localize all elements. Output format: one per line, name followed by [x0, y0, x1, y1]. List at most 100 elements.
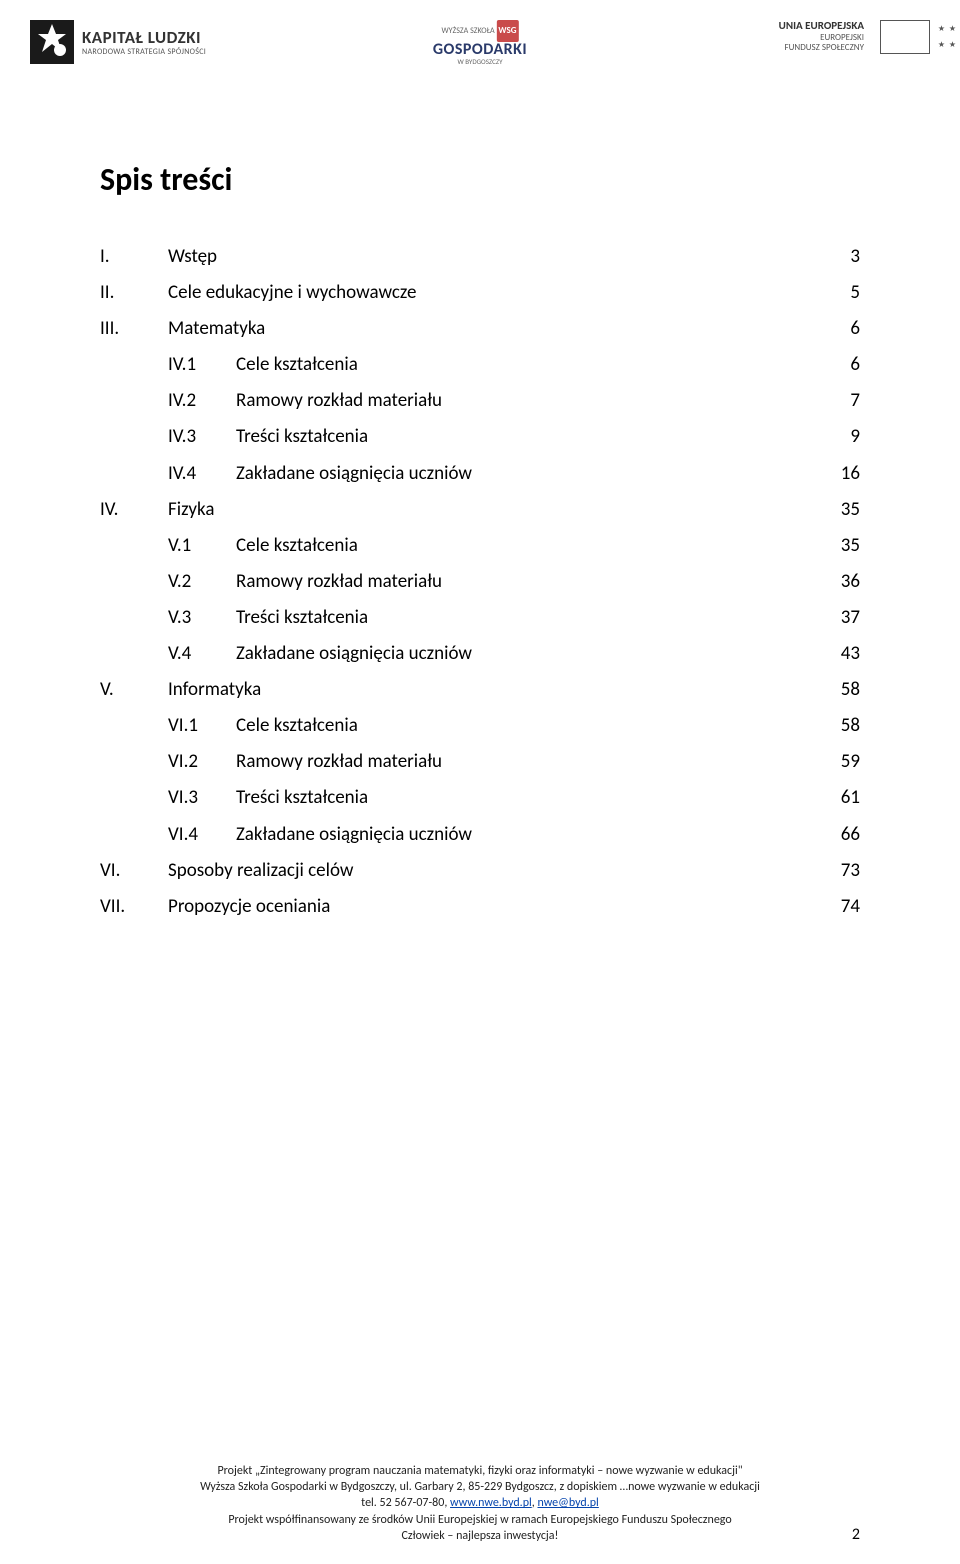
toc-row: V.Informatyka58	[100, 672, 860, 708]
toc-page: 3	[810, 239, 860, 275]
toc-label: Cele edukacyjne i wychowawcze	[168, 275, 810, 311]
toc-row: VI.4Zakładane osiągnięcia uczniów66	[100, 817, 860, 853]
toc-row: III.Matematyka6	[100, 311, 860, 347]
toc-num: IV.2	[168, 383, 236, 419]
toc-num: II.	[100, 275, 168, 311]
toc-label: Treści kształcenia	[236, 419, 810, 455]
toc-page: 6	[810, 311, 860, 347]
toc-row: V.3Treści kształcenia37	[100, 600, 860, 636]
toc-row: VI.Sposoby realizacji celów73	[100, 853, 860, 889]
toc-row: IV.Fizyka35	[100, 492, 860, 528]
toc-label: Informatyka	[168, 672, 810, 708]
toc-num: VI.3	[168, 780, 236, 816]
toc-num: III.	[100, 311, 168, 347]
table-of-contents: I.Wstęp3II.Cele edukacyjne i wychowawcze…	[100, 239, 860, 925]
footer-line-3: tel. 52 567-07-80, www.nwe.byd.pl, nwe@b…	[0, 1495, 960, 1511]
toc-num: IV.1	[168, 347, 236, 383]
toc-num: V.2	[168, 564, 236, 600]
toc-label: Propozycje oceniania	[168, 889, 810, 925]
footer-link-email[interactable]: nwe@byd.pl	[537, 1496, 598, 1510]
toc-num: VI.4	[168, 817, 236, 853]
toc-page: 6	[810, 347, 860, 383]
toc-num: VII.	[100, 889, 168, 925]
toc-row: IV.3Treści kształcenia9	[100, 419, 860, 455]
toc-num: V.1	[168, 528, 236, 564]
logo-wsg: WYŻSZA SZKOŁA WSG GOSPODARKI W BYDGOSZCZ…	[433, 20, 527, 65]
toc-page: 74	[810, 889, 860, 925]
toc-page: 66	[810, 817, 860, 853]
toc-row: VI.3Treści kształcenia61	[100, 780, 860, 816]
toc-row: V.2Ramowy rozkład materiału36	[100, 564, 860, 600]
logo-center-main: GOSPODARKI	[433, 42, 527, 58]
toc-row: I.Wstęp3	[100, 239, 860, 275]
footer-line-5: Człowiek – najlepsza inwestycja!	[0, 1528, 960, 1544]
toc-page: 35	[810, 492, 860, 528]
page-title: Spis treści	[100, 160, 860, 199]
toc-page: 59	[810, 744, 860, 780]
toc-label: Cele kształcenia	[236, 528, 810, 564]
toc-label: Ramowy rozkład materiału	[236, 383, 810, 419]
toc-row: II.Cele edukacyjne i wychowawcze5	[100, 275, 860, 311]
wsg-badge-icon: WSG	[496, 20, 518, 42]
page-header: KAPITAŁ LUDZKI NARODOWA STRATEGIA SPÓJNO…	[0, 0, 960, 100]
toc-num: I.	[100, 239, 168, 275]
toc-row: V.4Zakładane osiągnięcia uczniów43	[100, 636, 860, 672]
logo-left-title: KAPITAŁ LUDZKI	[82, 29, 206, 46]
toc-label: Wstęp	[168, 239, 810, 275]
toc-label: Sposoby realizacji celów	[168, 853, 810, 889]
toc-row: IV.1Cele kształcenia6	[100, 347, 860, 383]
toc-row: VII.Propozycje oceniania74	[100, 889, 860, 925]
toc-page: 58	[810, 672, 860, 708]
page-number: 2	[852, 1525, 860, 1544]
toc-num: IV.	[100, 492, 168, 528]
kapital-ludzki-icon	[30, 20, 74, 64]
footer-link-web[interactable]: www.nwe.byd.pl	[450, 1496, 532, 1510]
toc-label: Treści kształcenia	[236, 780, 810, 816]
toc-label: Ramowy rozkład materiału	[236, 744, 810, 780]
footer-line-4: Projekt współfinansowany ze środków Unii…	[0, 1512, 960, 1528]
toc-page: 7	[810, 383, 860, 419]
toc-row: VI.1Cele kształcenia58	[100, 708, 860, 744]
footer-line-1: Projekt „Zintegrowany program nauczania …	[0, 1463, 960, 1479]
toc-page: 37	[810, 600, 860, 636]
toc-row: IV.4Zakładane osiągnięcia uczniów16	[100, 456, 860, 492]
toc-num: V.	[100, 672, 168, 708]
page-content: Spis treści I.Wstęp3II.Cele edukacyjne i…	[0, 100, 960, 925]
logo-center-bottom: W BYDGOSZCZY	[458, 58, 503, 65]
toc-row: V.1Cele kształcenia35	[100, 528, 860, 564]
toc-num: V.3	[168, 600, 236, 636]
toc-page: 16	[810, 456, 860, 492]
toc-label: Ramowy rozkład materiału	[236, 564, 810, 600]
toc-page: 61	[810, 780, 860, 816]
toc-page: 73	[810, 853, 860, 889]
toc-page: 43	[810, 636, 860, 672]
footer-line-2: Wyższa Szkoła Gospodarki w Bydgoszczy, u…	[0, 1479, 960, 1495]
toc-num: IV.3	[168, 419, 236, 455]
page-footer: Projekt „Zintegrowany program nauczania …	[0, 1463, 960, 1544]
toc-label: Zakładane osiągnięcia uczniów	[236, 636, 810, 672]
logo-kapital-ludzki: KAPITAŁ LUDZKI NARODOWA STRATEGIA SPÓJNO…	[30, 20, 206, 64]
toc-row: VI.2Ramowy rozkład materiału59	[100, 744, 860, 780]
toc-label: Matematyka	[168, 311, 810, 347]
toc-page: 35	[810, 528, 860, 564]
logo-left-sub: NARODOWA STRATEGIA SPÓJNOŚCI	[82, 48, 206, 56]
toc-num: VI.2	[168, 744, 236, 780]
toc-page: 36	[810, 564, 860, 600]
toc-page: 5	[810, 275, 860, 311]
toc-page: 58	[810, 708, 860, 744]
toc-num: V.4	[168, 636, 236, 672]
logo-right-l3: FUNDUSZ SPOŁECZNY	[784, 43, 864, 53]
toc-num: IV.4	[168, 456, 236, 492]
eu-flag-icon	[880, 20, 930, 54]
toc-label: Zakładane osiągnięcia uczniów	[236, 456, 810, 492]
toc-label: Fizyka	[168, 492, 810, 528]
toc-num: VI.	[100, 853, 168, 889]
toc-page: 9	[810, 419, 860, 455]
toc-label: Cele kształcenia	[236, 708, 810, 744]
toc-label: Treści kształcenia	[236, 600, 810, 636]
toc-row: IV.2Ramowy rozkład materiału7	[100, 383, 860, 419]
toc-num: VI.1	[168, 708, 236, 744]
toc-label: Zakładane osiągnięcia uczniów	[236, 817, 810, 853]
toc-label: Cele kształcenia	[236, 347, 810, 383]
logo-eu: UNIA EUROPEJSKA EUROPEJSKI FUNDUSZ SPOŁE…	[779, 20, 930, 54]
